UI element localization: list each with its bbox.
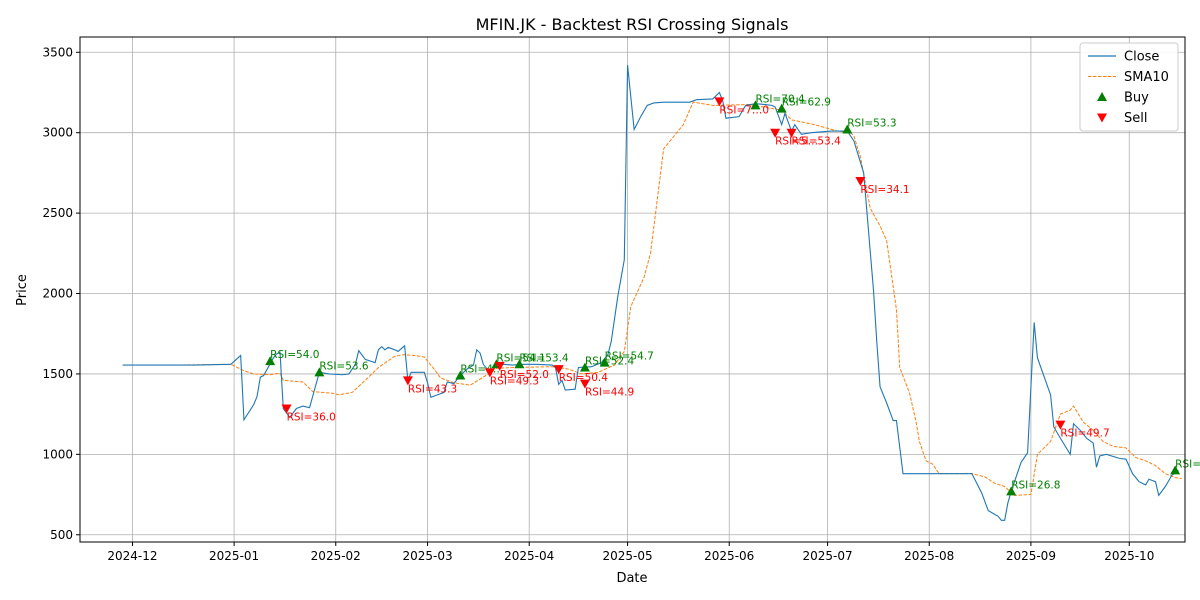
- y-tick-label: 1500: [42, 367, 73, 381]
- legend-label: Close: [1124, 50, 1159, 65]
- y-tick-label: 1000: [42, 447, 73, 461]
- buy-label: RSI=54.7: [605, 351, 654, 363]
- x-tick-label: 2025-02: [311, 549, 361, 563]
- sell-label: RSI=34.1: [860, 184, 909, 196]
- buy-label: RSI=26.8: [1011, 479, 1060, 491]
- sell-label: RSI=49.7: [1060, 428, 1109, 440]
- y-tick-label: 3000: [42, 126, 73, 140]
- buy-label: RSI=53.6: [319, 360, 369, 372]
- buy-label: RSI=54.0: [270, 349, 319, 361]
- x-tick-label: 2025-07: [803, 549, 853, 563]
- x-tick-label: 2025-05: [603, 549, 653, 563]
- sell-label: RSI=44.9: [585, 387, 634, 399]
- y-tick-label: 2000: [42, 287, 73, 301]
- x-tick-label: 2025-09: [1006, 549, 1056, 563]
- y-tick-label: 3500: [42, 45, 73, 59]
- legend-label: Buy: [1124, 91, 1149, 106]
- sell-label: RSI=36.0: [287, 412, 336, 424]
- y-tick-label: 2500: [42, 206, 73, 220]
- x-tick-label: 2024-12: [107, 549, 157, 563]
- x-axis-label: Date: [616, 571, 647, 586]
- y-tick-label: 500: [50, 528, 73, 542]
- buy-label: RSI=53.4: [519, 352, 569, 364]
- buy-label: RSI=53.3: [847, 117, 896, 129]
- buy-label: RSI=44.9: [1175, 458, 1200, 470]
- legend-label: SMA10: [1124, 70, 1169, 85]
- y-axis-label: Price: [15, 274, 30, 306]
- sell-label: RSI=43.3: [408, 383, 457, 395]
- sell-label: RSI=7…0: [719, 104, 769, 116]
- chart-title: MFIN.JK - Backtest RSI Crossing Signals: [476, 15, 789, 34]
- buy-label: RSI=62.9: [782, 97, 831, 109]
- x-tick-label: 2025-08: [904, 549, 954, 563]
- x-tick-label: 2025-10: [1104, 549, 1154, 563]
- sell-label: RSI=52.0: [500, 369, 549, 381]
- x-tick-label: 2025-03: [402, 549, 452, 563]
- x-tick-label: 2025-06: [704, 549, 754, 563]
- sell-label: RSI=53.4: [792, 136, 842, 148]
- x-tick-label: 2025-01: [209, 549, 259, 563]
- legend: Close SMA10 Buy Sell: [1080, 43, 1178, 131]
- x-tick-label: 2025-04: [504, 549, 554, 563]
- legend-label: Sell: [1124, 111, 1147, 126]
